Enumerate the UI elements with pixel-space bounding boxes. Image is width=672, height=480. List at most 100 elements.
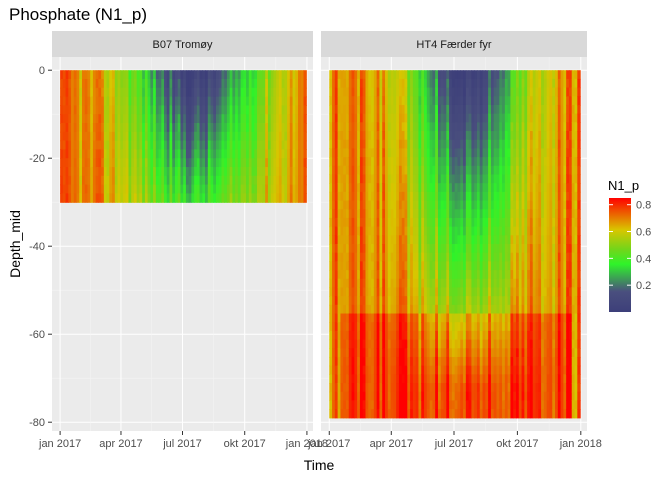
heat-cell <box>345 400 350 410</box>
heat-cell <box>382 78 386 89</box>
heat-cell <box>507 409 512 419</box>
heat-cell <box>415 209 420 219</box>
heat-cell <box>468 391 473 402</box>
heat-cell <box>463 287 467 297</box>
heat-cell <box>207 149 212 159</box>
heat-cell <box>210 184 214 194</box>
heat-cell <box>365 183 369 193</box>
heat-cell <box>446 261 450 271</box>
heat-cell <box>510 296 514 306</box>
heat-cell <box>390 374 394 384</box>
heat-cell <box>385 174 389 184</box>
heat-cell <box>574 165 578 176</box>
heat-cell <box>365 131 369 141</box>
heat-cell <box>79 114 83 124</box>
heat-cell <box>440 296 445 306</box>
heat-cell <box>502 226 506 236</box>
heat-cell <box>546 296 551 306</box>
heat-cell <box>432 96 436 106</box>
heat-cell <box>426 296 431 306</box>
heat-cell <box>476 244 481 254</box>
heat-cell <box>278 149 283 159</box>
heat-cell <box>577 261 581 271</box>
heat-cell <box>457 87 461 97</box>
heat-cell <box>351 287 355 297</box>
heat-cell <box>507 139 512 150</box>
heat-cell <box>457 270 461 280</box>
heat-cell <box>571 191 576 202</box>
heat-cell <box>560 322 564 332</box>
heat-cell <box>482 409 486 419</box>
heat-cell <box>476 287 481 297</box>
heat-cell <box>460 191 464 202</box>
heat-cell <box>359 330 364 341</box>
heat-cell <box>468 252 473 262</box>
heat-cell <box>300 158 305 168</box>
heat-cell <box>463 270 467 280</box>
heat-cell <box>563 217 567 228</box>
heat-cell <box>474 78 478 89</box>
heat-cell <box>437 200 442 210</box>
heat-cell <box>164 96 168 106</box>
heat-cell <box>382 304 386 315</box>
heat-cell <box>81 123 86 133</box>
heat-cell <box>373 217 378 228</box>
heat-cell <box>298 96 302 106</box>
heat-cell <box>574 235 578 245</box>
heat-cell <box>485 409 489 419</box>
heat-cell <box>136 149 141 159</box>
heat-cell <box>460 409 464 419</box>
heat-cell <box>541 296 545 306</box>
heat-cell <box>79 158 83 168</box>
heat-cell <box>343 78 347 89</box>
heat-cell <box>518 313 523 323</box>
heat-cell <box>284 193 288 203</box>
heat-cell <box>538 191 542 202</box>
heat-cell <box>568 70 573 80</box>
heat-cell <box>432 391 436 402</box>
heat-cell <box>289 140 294 150</box>
heat-cell <box>568 148 573 158</box>
heat-cell <box>410 87 414 97</box>
heat-cell <box>237 140 242 150</box>
heat-cell <box>142 193 146 203</box>
heat-cell <box>153 158 157 168</box>
heat-cell <box>226 175 231 186</box>
heat-cell <box>479 356 484 367</box>
heat-cell <box>476 113 481 123</box>
heat-cell <box>449 174 453 184</box>
heat-cell <box>410 157 414 167</box>
heat-cell <box>329 209 333 219</box>
heat-cell <box>401 409 406 419</box>
heat-cell <box>437 96 442 106</box>
heat-cell <box>566 70 570 80</box>
heat-cell <box>490 174 495 184</box>
heat-cell <box>516 261 520 271</box>
heat-cell <box>207 184 212 194</box>
heat-cell <box>354 235 358 245</box>
heat-cell <box>382 217 386 228</box>
heat-cell <box>390 78 394 89</box>
heat-cell <box>362 391 367 402</box>
heat-cell <box>407 261 411 271</box>
heat-cell <box>371 122 375 132</box>
heat-cell <box>507 113 512 123</box>
heat-cell <box>521 261 525 271</box>
heat-cell <box>412 148 417 158</box>
heat-cell <box>518 400 523 410</box>
heat-cell <box>532 104 537 115</box>
heat-cell <box>557 374 562 384</box>
heat-cell <box>504 217 509 228</box>
heat-cell <box>390 348 394 358</box>
heat-cell <box>429 191 433 202</box>
heat-cell <box>398 217 403 228</box>
heat-cell <box>218 123 223 133</box>
heat-cell <box>387 374 392 384</box>
heat-cell <box>213 140 217 150</box>
heat-cell <box>513 391 517 402</box>
heat-cell <box>415 270 420 280</box>
heat-cell <box>493 104 498 115</box>
heat-cell <box>410 183 414 193</box>
heat-cell <box>516 348 520 358</box>
heat-cell <box>521 191 525 202</box>
